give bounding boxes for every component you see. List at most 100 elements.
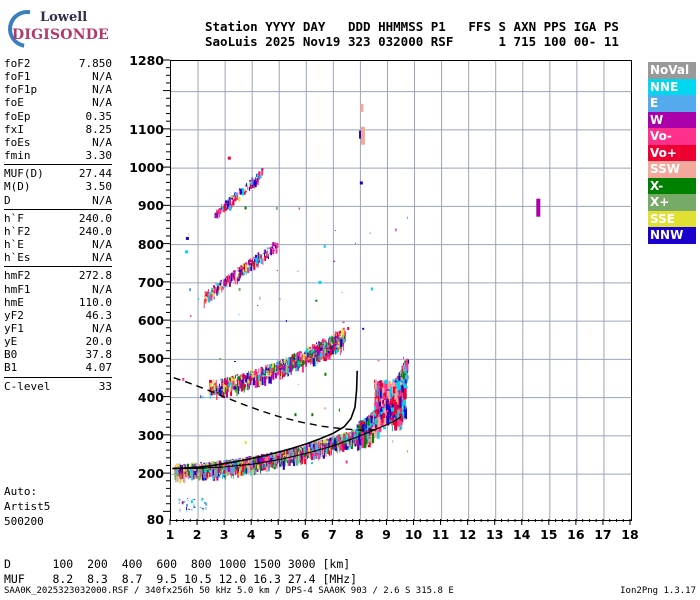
legend-item-nne[interactable]: NNE <box>648 78 696 95</box>
y-axis-tick-label: 80 <box>146 512 164 527</box>
param-value: N/A <box>92 251 112 265</box>
param-row: foF2 7.850 <box>4 57 112 70</box>
param-value: N/A <box>92 193 112 207</box>
x-axis-tick-label: 11 <box>431 527 450 542</box>
param-row: foF1 N/A <box>4 70 112 83</box>
param-row: foE N/A <box>4 96 112 109</box>
logo-digisonde-text: DIGISONDE <box>12 27 109 43</box>
param-value: N/A <box>92 321 112 335</box>
x-axis-tick-label: 3 <box>219 527 229 542</box>
y-axis-tick-label: 1280 <box>129 53 164 68</box>
x-axis-tick-label: 13 <box>486 527 504 542</box>
legend-item-x-[interactable]: X- <box>648 177 696 194</box>
x-axis-tick-label: 2 <box>192 527 202 542</box>
param-label: yF2 <box>4 308 24 322</box>
y-axis-tick-label: 1000 <box>129 160 164 176</box>
y-axis-tick-label: 800 <box>137 236 164 252</box>
station-header-line2: SaoLuis 2025 Nov19 323 032000 RSF 1 715 … <box>205 34 619 49</box>
x-axis-tick-label: 15 <box>540 527 558 542</box>
param-label: fmin <box>4 149 31 163</box>
param-value: 20.0 <box>85 335 113 349</box>
ionogram-canvas <box>171 61 631 520</box>
muf-distance-table: D 100 200 400 600 800 1000 1500 3000 [km… <box>4 557 357 587</box>
param-value: N/A <box>92 135 112 149</box>
param-label: h`E <box>4 238 24 252</box>
y-axis-tick-label: 1100 <box>129 121 164 137</box>
x-axis-tick-label: 14 <box>513 527 531 542</box>
param-label: h`F2 <box>4 224 31 238</box>
param-label: h`F <box>4 211 24 225</box>
param-label: M(D) <box>4 180 31 194</box>
legend-item-noval[interactable]: NoVal <box>648 62 696 79</box>
legend-item-vo-[interactable]: Vo- <box>648 128 696 145</box>
param-row: hmF1 N/A <box>4 283 112 296</box>
param-label: MUF(D) <box>4 167 44 181</box>
param-label: yF1 <box>4 321 24 335</box>
legend-item-x-[interactable]: X+ <box>648 194 696 211</box>
trace-true-height-profile <box>172 416 402 470</box>
auto-label: Auto: <box>4 485 38 498</box>
param-group-divider <box>4 164 112 166</box>
param-value: N/A <box>92 70 112 84</box>
autoscale-info-block: Auto: Artist5 500200 <box>4 484 50 529</box>
param-value: 7.850 <box>78 57 112 70</box>
param-row: h`Es N/A <box>4 251 112 264</box>
param-row: M(D) 3.50 <box>4 180 112 193</box>
param-value: 3.50 <box>85 180 113 194</box>
param-group-divider <box>4 208 112 210</box>
param-value: 46.3 <box>85 308 113 322</box>
param-row: foEp 0.35 <box>4 110 112 123</box>
isolated-echo-marks <box>185 103 541 284</box>
param-row: hmE 110.0 <box>4 296 112 309</box>
param-value: 33 <box>98 379 112 393</box>
param-row: hmF2 272.8 <box>4 269 112 282</box>
param-row: h`F2 240.0 <box>4 225 112 238</box>
ionogram-plot-area[interactable] <box>170 60 632 521</box>
ionogram-plot-box[interactable] <box>170 60 632 521</box>
ionospheric-parameters-table: foF2 7.850 foF1 N/A foF1p N/A foE N/A foEp 0.35 fx… <box>4 57 112 393</box>
x-axis-tick-label: 8 <box>355 527 364 542</box>
y-axis-tick-label: 500 <box>137 351 164 367</box>
muf-distance-row: D 100 200 400 600 800 1000 1500 3000 [km… <box>4 557 351 571</box>
param-row: yE 20.0 <box>4 335 112 348</box>
x-axis-tick-label: 4 <box>246 527 256 542</box>
legend-item-w[interactable]: W <box>648 111 696 128</box>
legend-item-nnw[interactable]: NNW <box>648 227 696 244</box>
x-axis-tick-label: 18 <box>621 527 639 542</box>
param-label: yE <box>4 335 18 349</box>
param-value: N/A <box>92 282 112 296</box>
y-axis-tick-label: 700 <box>137 274 164 290</box>
x-axis-tick-label: 17 <box>594 527 612 542</box>
station-header: Station YYYY DAY DDD HHMMSS P1 FFS S AXN… <box>205 19 619 49</box>
param-row: fmin 3.30 <box>4 149 112 162</box>
trace-o-trace-autoscaled <box>172 370 358 470</box>
legend-item-sse[interactable]: SSE <box>648 210 696 227</box>
param-row: C-level 33 <box>4 380 112 393</box>
param-label: h`Es <box>4 251 31 265</box>
param-group-divider <box>4 266 112 268</box>
legend-item-vo-[interactable]: Vo+ <box>648 144 696 161</box>
param-value: 0.35 <box>85 109 113 123</box>
param-row: yF2 46.3 <box>4 309 112 322</box>
param-row: h`F 240.0 <box>4 212 112 225</box>
param-row: fxI 8.25 <box>4 123 112 136</box>
param-label: hmE <box>4 295 24 309</box>
echo-polarization-legend[interactable]: NoVal NNE E W Vo- Vo+ SSW X- X+ SSE NNW <box>648 62 696 244</box>
param-label: B1 <box>4 361 18 375</box>
param-label: foF1 <box>4 70 31 84</box>
param-row: foF1p N/A <box>4 83 112 96</box>
x-axis-tick-label: 10 <box>404 527 423 542</box>
param-value: N/A <box>92 238 112 252</box>
param-value: 240.0 <box>78 224 112 238</box>
param-row: MUF(D) 27.44 <box>4 167 112 180</box>
param-value: 37.8 <box>85 348 113 362</box>
param-label: B0 <box>4 348 18 362</box>
y-axis-tick-label: 300 <box>137 427 164 443</box>
param-label: hmF2 <box>4 269 31 283</box>
lowell-digisonde-logo: Lowell DIGISONDE <box>0 2 126 56</box>
param-label: foE <box>4 96 24 110</box>
x-axis-tick-label: 12 <box>458 527 477 542</box>
legend-item-e[interactable]: E <box>648 95 696 112</box>
legend-item-ssw[interactable]: SSW <box>648 161 696 178</box>
muf-value-row: MUF 8.2 8.3 8.7 9.5 10.5 12.0 16.3 27.4 … <box>4 572 358 586</box>
